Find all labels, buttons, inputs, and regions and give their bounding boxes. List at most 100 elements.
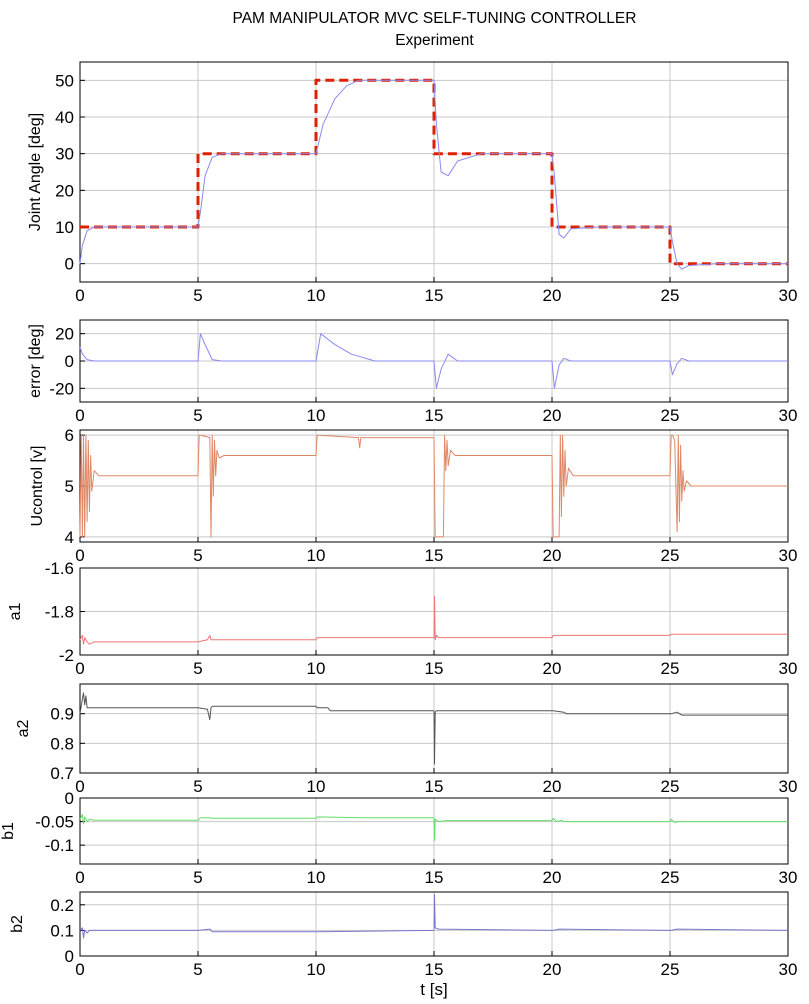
x-tick-label: 15 [425,546,444,565]
y-axis-label-joint: Joint Angle [deg] [27,113,44,231]
figure-title: PAM MANIPULATOR MVC SELF-TUNING CONTROLL… [232,10,637,27]
x-tick-label: 0 [75,546,84,565]
x-tick-label: 20 [543,546,562,565]
y-tick-label: -0.05 [35,813,74,832]
x-tick-label: 15 [425,960,444,979]
x-tick-label: 25 [661,659,680,678]
y-tick-label: 5 [65,477,74,496]
x-axis-label: t [s] [420,980,447,999]
y-tick-label: 4 [65,528,74,547]
x-tick-label: 10 [307,659,326,678]
x-tick-label: 0 [75,960,84,979]
x-tick-label: 0 [75,659,84,678]
y-tick-label: 40 [55,108,74,127]
series-line-a2-a2 [79,692,788,765]
y-tick-label: 30 [55,145,74,164]
y-tick-label: -1.8 [45,603,74,622]
series-line-b2-b2 [79,894,789,939]
y-axis-label-error: error [deg] [27,324,44,398]
y-tick-label: 20 [55,325,74,344]
y-tick-label: 10 [55,218,74,237]
x-tick-label: 30 [779,286,798,305]
figure-subtitle: Experiment [395,32,474,49]
y-tick-label: 0 [65,255,74,274]
x-tick-label: 10 [307,777,326,796]
y-tick-label: -0.1 [45,836,74,855]
x-tick-label: 25 [661,960,680,979]
y-tick-label: 0.2 [50,896,74,915]
series-line-joint-measured [79,79,788,270]
x-tick-label: 15 [425,777,444,796]
y-tick-label: -1.6 [45,559,74,578]
x-tick-label: 20 [543,286,562,305]
x-tick-label: 25 [661,406,680,425]
series-line-ucontrol-ucontrol [79,434,788,538]
subplot-a1: 0 5 10 15 20 25 30 -2 -1.8 -1.6 a1 [7,559,797,678]
y-tick-label: -2 [59,646,74,665]
x-tick-label: 10 [307,960,326,979]
x-tick-label: 5 [193,546,202,565]
x-tick-label: 20 [543,777,562,796]
x-tick-label: 30 [779,960,798,979]
y-tick-label: 20 [55,181,74,200]
y-axis-label-b1: b1 [0,822,17,840]
x-tick-label: 30 [779,546,798,565]
series-line-a1-a1 [79,595,788,645]
y-tick-label: 0.7 [50,764,74,783]
x-tick-label: 25 [661,777,680,796]
subplot-b1: 0 5 10 15 20 25 30 -0.1 -0.05 0 b1 [0,789,797,887]
x-tick-label: 0 [75,777,84,796]
figure-title-block: PAM MANIPULATOR MVC SELF-TUNING CONTROLL… [0,8,809,52]
subplot-b2: 0 5 10 15 20 25 30 0 0.1 0.2 b2 [9,891,798,979]
series-line-error-error [79,333,788,389]
y-tick-label: 0 [65,947,74,966]
subplot-a2: 0 5 10 15 20 25 30 0.7 0.8 0.9 a2 [15,683,798,796]
x-tick-label: 5 [193,868,202,887]
y-axis-label-a2: a2 [15,720,32,738]
y-axis-label-b2: b2 [9,915,26,933]
x-tick-label: 15 [425,868,444,887]
x-tick-label: 0 [75,286,84,305]
x-tick-label: 0 [75,868,84,887]
subplot-ucontrol: 0 5 10 15 20 25 30 4 5 6 Ucontrol [v] [29,426,797,565]
y-tick-label: 0.8 [50,734,74,753]
y-tick-label: 6 [65,426,74,445]
series-line-b1-b1 [79,814,788,841]
x-tick-label: 15 [425,286,444,305]
x-tick-label: 25 [661,868,680,887]
x-tick-label: 25 [661,286,680,305]
x-tick-label: 25 [661,546,680,565]
x-tick-label: 10 [307,868,326,887]
subplot-joint: 0 5 10 15 20 25 30 0 10 20 30 40 50 Joint Angle [deg] [27,61,798,305]
x-tick-label: 5 [193,777,202,796]
x-tick-label: 15 [425,659,444,678]
x-tick-label: 5 [193,406,202,425]
x-tick-label: 15 [425,406,444,425]
x-tick-label: 10 [307,406,326,425]
y-axis-label-ucontrol: Ucontrol [v] [29,446,46,527]
y-tick-label: 0 [65,789,74,808]
x-tick-label: 20 [543,960,562,979]
y-tick-label: 0 [65,352,74,371]
x-tick-label: 0 [75,406,84,425]
y-axis-label-a1: a1 [7,603,24,621]
x-tick-label: 20 [543,659,562,678]
x-tick-label: 30 [779,777,798,796]
y-tick-label: 0.1 [50,921,74,940]
x-tick-label: 5 [193,960,202,979]
x-tick-label: 10 [307,286,326,305]
x-tick-label: 30 [779,659,798,678]
x-tick-label: 30 [779,868,798,887]
y-tick-label: -20 [49,379,74,398]
x-tick-label: 30 [779,406,798,425]
series-line-joint-reference [80,78,788,266]
x-tick-label: 5 [193,286,202,305]
x-tick-label: 20 [543,868,562,887]
y-tick-label: 0.9 [50,705,74,724]
x-tick-label: 10 [307,546,326,565]
x-tick-label: 5 [193,659,202,678]
x-tick-label: 20 [543,406,562,425]
